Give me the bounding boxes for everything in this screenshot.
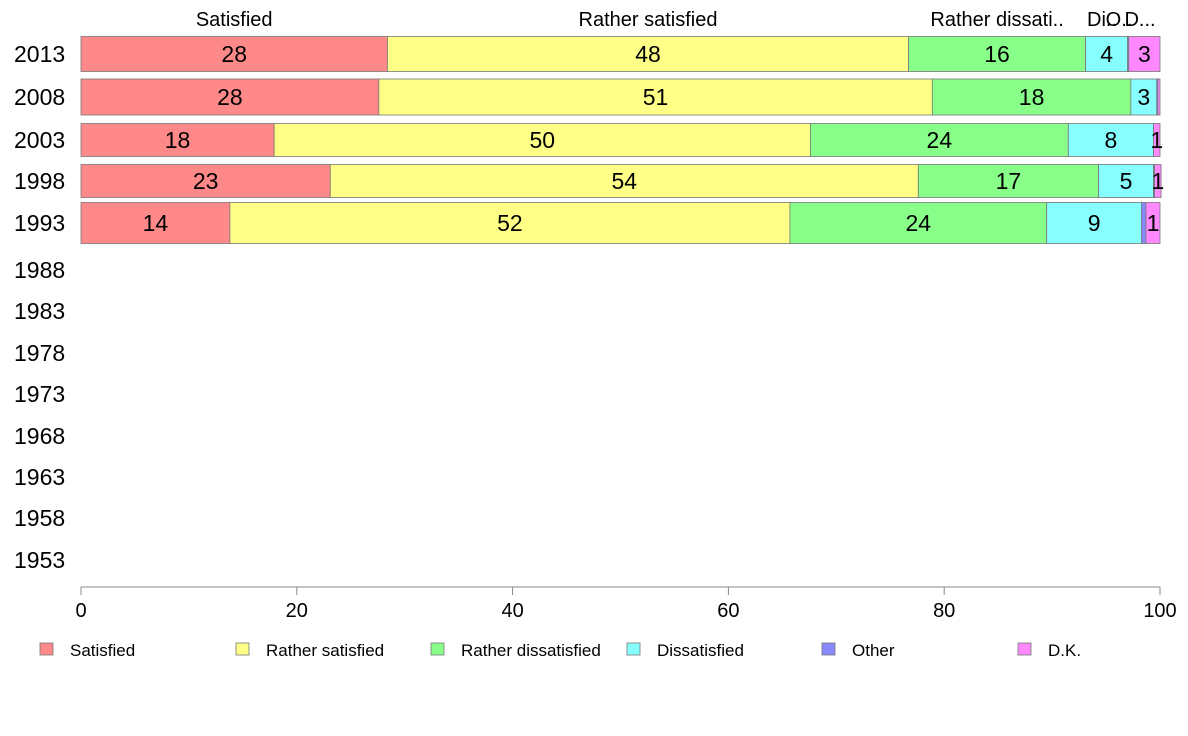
legend-swatch [430, 642, 445, 656]
bar-segment [329, 164, 919, 198]
bar-segment [80, 78, 380, 116]
bar-segment [789, 202, 1048, 244]
category-label: 1958 [14, 505, 65, 531]
category-label: 1953 [14, 547, 65, 573]
bar-segment [1067, 123, 1154, 157]
x-tick-label: 60 [717, 600, 739, 622]
category-label: 1963 [14, 464, 65, 490]
legend-swatch [626, 642, 641, 656]
data-label: 17 [996, 168, 1022, 194]
category-label: 2013 [14, 41, 65, 67]
legend-label: Rather satisfied [266, 641, 384, 660]
legend-label: Dissatisfied [657, 641, 744, 660]
legend-swatch [1017, 642, 1032, 656]
bar-segment [1141, 202, 1147, 244]
data-label: 1 [1151, 168, 1164, 194]
bar-segment [229, 202, 791, 244]
data-label: 9 [1088, 210, 1101, 236]
series-top-label: Di.. [1087, 9, 1117, 31]
bar-segment [917, 164, 1099, 198]
category-label: 1998 [14, 168, 65, 194]
data-label: 5 [1120, 168, 1133, 194]
data-label: 18 [165, 127, 191, 153]
bar-segment [1098, 164, 1154, 198]
data-label: 52 [497, 210, 523, 236]
x-tick-label: 0 [75, 600, 86, 622]
bar-segment [1128, 36, 1161, 72]
series-top-label: Satisfied [196, 9, 273, 31]
data-label: 3 [1137, 84, 1150, 110]
bar-segment [378, 78, 933, 116]
bar-segment [80, 36, 388, 72]
category-label: 1968 [14, 423, 65, 449]
data-label: 4 [1100, 41, 1113, 67]
data-label: 1 [1150, 127, 1163, 153]
bar-segment [1130, 78, 1158, 116]
category-label: 1978 [14, 340, 65, 366]
series-top-label: D... [1124, 9, 1155, 31]
data-label: 54 [611, 168, 637, 194]
legend-label: Rather dissatisfied [461, 641, 601, 660]
legend-swatch [39, 642, 54, 656]
legend-label: D.K. [1048, 641, 1081, 660]
data-label: 14 [143, 210, 169, 236]
data-label: 50 [529, 127, 555, 153]
bar-segment [387, 36, 909, 72]
bar-segment [1046, 202, 1143, 244]
legend-label: Other [852, 641, 895, 660]
legend-label: Satisfied [70, 641, 135, 660]
bar-segment [273, 123, 811, 157]
category-label: 2003 [14, 127, 65, 153]
bar-segment [931, 78, 1132, 116]
data-label: 28 [221, 41, 247, 67]
data-label: 24 [927, 127, 953, 153]
category-label: 2008 [14, 84, 65, 110]
data-label: 8 [1105, 127, 1118, 153]
category-label: 1983 [14, 298, 65, 324]
bar-segment [1145, 202, 1161, 244]
bar-segment [1154, 164, 1162, 198]
bar-segment [80, 202, 231, 244]
x-tick-label: 100 [1143, 600, 1176, 622]
series-top-label: O.. [1106, 9, 1133, 31]
data-label: 23 [193, 168, 219, 194]
category-label: 1993 [14, 210, 65, 236]
data-label: 28 [217, 84, 243, 110]
data-label: 51 [643, 84, 669, 110]
data-label: 18 [1019, 84, 1045, 110]
category-label: 1973 [14, 381, 65, 407]
legend-swatch [235, 642, 250, 656]
data-label: 16 [984, 41, 1010, 67]
bar-segment [1153, 123, 1161, 157]
data-label: 3 [1138, 41, 1151, 67]
series-top-label: Rather dissati.. [930, 9, 1063, 31]
x-tick-label: 80 [933, 600, 955, 622]
bar-segment [1157, 78, 1161, 116]
bar-segment [810, 123, 1069, 157]
category-label: 1988 [14, 257, 65, 283]
data-label: 24 [906, 210, 932, 236]
x-tick-label: 20 [286, 600, 308, 622]
x-tick-label: 40 [501, 600, 523, 622]
legend-swatch [821, 642, 836, 656]
data-label: 1 [1147, 210, 1160, 236]
series-top-label: Rather satisfied [579, 9, 718, 31]
bar-segment [908, 36, 1086, 72]
data-label: 48 [635, 41, 661, 67]
